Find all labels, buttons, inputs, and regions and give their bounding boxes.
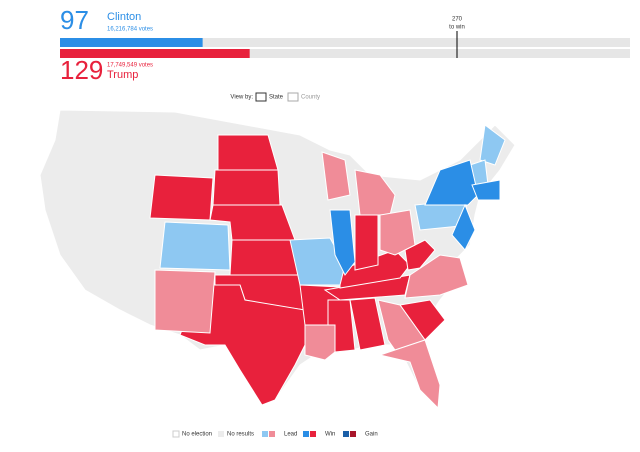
legend-swatch — [262, 431, 268, 437]
us-map — [39, 109, 516, 410]
trump-bar — [60, 49, 250, 58]
legend-swatch — [303, 431, 309, 437]
clinton-name: Clinton — [107, 11, 141, 23]
legend-label: Lead — [284, 432, 297, 438]
clinton-electoral: 97 — [60, 5, 89, 35]
trump-name: Trump — [107, 69, 138, 81]
legend-swatch — [218, 431, 224, 437]
trump-electoral: 129 — [60, 55, 103, 85]
legend-label: Gain — [365, 432, 378, 438]
view-option[interactable]: County — [301, 95, 320, 101]
win-red — [149, 134, 446, 406]
legend-swatch — [343, 431, 349, 437]
legend-label: No results — [227, 432, 254, 438]
view-option[interactable]: State — [269, 95, 284, 101]
state-toggle[interactable] — [255, 92, 267, 102]
legend-label: Win — [325, 432, 335, 438]
legend-swatch — [269, 431, 275, 437]
trump-votes: 17,749,549 votes — [107, 63, 153, 69]
lead-blue — [159, 124, 506, 286]
legend-label: No election — [182, 432, 212, 438]
legend-swatch — [172, 430, 180, 438]
lead-red — [154, 151, 469, 410]
view-by-label: View by: — [230, 95, 253, 101]
bar-track — [60, 38, 630, 47]
bar-track — [60, 49, 630, 58]
clinton-bar — [60, 38, 203, 47]
threshold-number: 270 — [452, 17, 463, 23]
win-blue — [329, 159, 501, 276]
threshold-label: to win — [449, 25, 465, 31]
county-toggle[interactable] — [287, 92, 299, 102]
clinton-votes: 16,216,784 votes — [107, 27, 153, 33]
legend-swatch — [310, 431, 316, 437]
legend: No election No results Lead Win Gain — [172, 430, 378, 438]
legend-swatch — [350, 431, 356, 437]
